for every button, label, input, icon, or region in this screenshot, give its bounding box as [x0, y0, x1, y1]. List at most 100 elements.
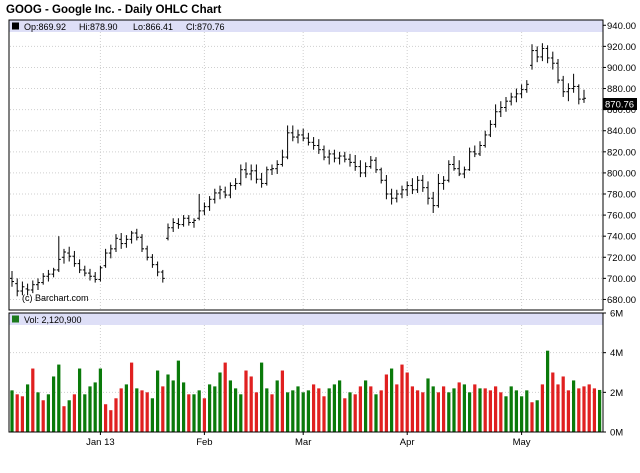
volume-bar: [119, 388, 123, 432]
ohlc-bar: [249, 164, 254, 181]
volume-bar: [25, 384, 30, 432]
ohlc-bar: [566, 83, 571, 102]
ohlc-close-label: Cl:870.76: [186, 22, 225, 32]
volume-bar: [155, 370, 160, 432]
volume-bar: [332, 384, 337, 432]
volume-bar: [275, 380, 279, 432]
volume-bar: [213, 386, 217, 432]
price-tick-label: 920.00: [607, 42, 636, 53]
volume-bar: [72, 394, 77, 432]
volume-header-marker: [12, 315, 19, 323]
ohlc-bar: [410, 178, 415, 194]
ohlc-bar: [212, 188, 217, 204]
volume-bar: [467, 392, 472, 432]
volume-bar: [197, 390, 201, 432]
volume-bar: [296, 386, 300, 432]
volume-bar: [192, 394, 196, 432]
volume-bar: [254, 392, 259, 432]
volume-bar: [545, 350, 550, 432]
volume-tick-label: 4M: [610, 348, 623, 359]
ohlc-bar: [389, 188, 394, 205]
price-tick-label: 900.00: [607, 63, 636, 74]
volume-bar: [244, 370, 248, 432]
ohlc-bar: [311, 137, 316, 150]
ohlc-bar: [207, 196, 212, 211]
price-tick-label: 780.00: [607, 190, 636, 201]
ohlc-bar: [233, 178, 238, 190]
volume-bar: [592, 388, 597, 432]
price-header-marker: [12, 22, 19, 30]
volume-bar: [291, 390, 295, 432]
ohlc-open-label: Op:869.92: [24, 22, 66, 32]
volume-bar: [166, 374, 170, 432]
volume-bar: [10, 390, 14, 432]
ohlc-bar: [498, 101, 503, 118]
volume-bar: [317, 388, 321, 432]
date-axis: Jan 13 Feb Mar Apr May: [86, 432, 531, 448]
price-tick-label: 760.00: [607, 211, 636, 222]
chart-title: GOOG - Google Inc. - Daily OHLC Chart: [6, 4, 221, 16]
volume-bar: [504, 396, 508, 432]
ohlc-bar: [145, 245, 150, 261]
price-tick-label: 880.00: [607, 84, 636, 95]
ohlc-bar: [394, 189, 399, 203]
ohlc-bar: [400, 185, 404, 199]
ohlc-bar: [140, 234, 144, 252]
ohlc-bar: [244, 162, 248, 179]
price-tick-label: 700.00: [607, 274, 636, 285]
volume-bar: [62, 406, 66, 432]
date-tick-label: Feb: [196, 437, 212, 448]
volume-bar: [426, 378, 430, 432]
date-tick-label: Mar: [295, 437, 311, 448]
ohlc-bar: [181, 215, 186, 227]
ohlc-bar: [30, 280, 35, 294]
date-tick-label: Apr: [400, 437, 415, 448]
volume-bar: [457, 382, 461, 432]
ohlc-bar: [363, 162, 368, 178]
volume-bar: [556, 384, 560, 432]
volume-bar: [51, 376, 56, 432]
ohlc-bar: [280, 149, 285, 167]
ohlc-bar: [374, 157, 378, 173]
ohlc-bar: [519, 84, 524, 99]
ohlc-bar: [535, 46, 540, 63]
ohlc-bar: [493, 104, 498, 128]
volume-bar: [462, 384, 467, 432]
price-tick-label: 680.00: [607, 295, 636, 306]
volume-bar: [129, 362, 134, 432]
volume-bar: [551, 372, 555, 432]
volume-bar: [597, 389, 602, 432]
volume-bar: [415, 390, 420, 432]
volume-bar: [395, 384, 399, 432]
price-tick-label: 940.00: [607, 21, 636, 32]
volume-bar: [389, 368, 394, 432]
volume-bar: [161, 386, 165, 432]
ohlc-bar: [426, 181, 430, 205]
volume-bar: [150, 398, 155, 432]
ohlc-bar: [452, 156, 456, 171]
volume-bar: [228, 380, 233, 432]
ohlc-bar: [197, 194, 202, 221]
ohlc-bar: [353, 154, 358, 171]
ohlc-bar: [327, 149, 332, 165]
date-tick-label: May: [513, 437, 531, 448]
volume-label: Vol: 2,120,900: [24, 315, 82, 325]
ohlc-bar: [415, 176, 420, 193]
volume-bar: [358, 386, 363, 432]
volume-bar: [20, 396, 25, 432]
ohlc-high-label: Hi:878.90: [79, 22, 118, 32]
volume-bar: [322, 396, 326, 432]
ohlc-bar: [171, 218, 176, 232]
ohlc-bar: [337, 151, 342, 165]
ohlc-bar: [524, 80, 529, 93]
ohlc-bar: [67, 246, 72, 262]
ohlc-bar: [88, 268, 92, 281]
ohlc-bar: [119, 233, 124, 249]
ohlc-bar: [509, 92, 514, 106]
volume-bar: [67, 400, 71, 432]
volume-axis: 0M 2M 4M 6M: [603, 309, 623, 439]
last-price-box: [603, 98, 637, 110]
ohlc-bar: [36, 278, 40, 290]
price-panel: Op:869.92 Hi:878.90 Lo:866.41 Cl:870.76 …: [8, 19, 637, 311]
ohlc-bar: [41, 273, 46, 285]
